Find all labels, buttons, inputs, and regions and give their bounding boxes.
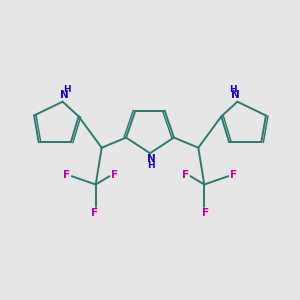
Text: N: N — [231, 90, 240, 100]
Text: N: N — [146, 154, 155, 164]
Text: H: H — [147, 161, 155, 170]
Text: H: H — [229, 85, 237, 94]
Text: F: F — [63, 170, 70, 180]
Text: F: F — [230, 170, 237, 180]
Text: F: F — [182, 170, 189, 180]
Text: F: F — [202, 208, 209, 218]
Text: F: F — [91, 208, 98, 218]
Text: H: H — [63, 85, 71, 94]
Text: N: N — [60, 90, 69, 100]
Text: F: F — [111, 170, 118, 180]
